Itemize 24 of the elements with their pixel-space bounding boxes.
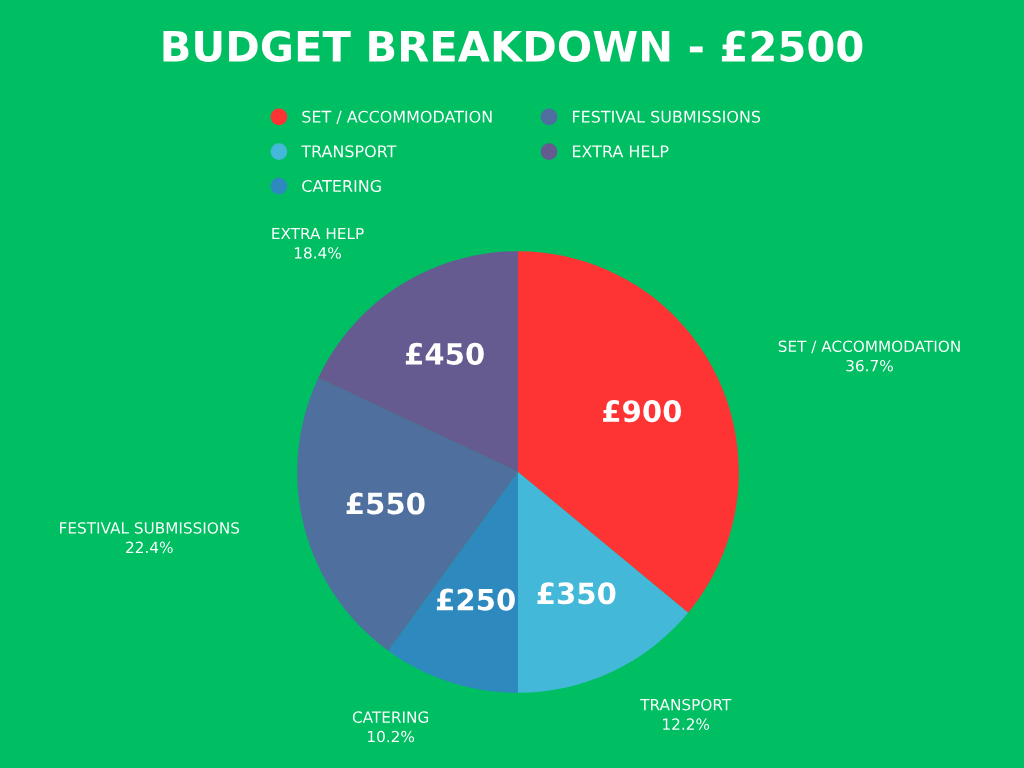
text: 10.2%: [368, 730, 415, 743]
pie-slice: [297, 377, 518, 651]
data-label: £350: [537, 582, 616, 605]
data-label: £900: [603, 400, 682, 423]
text: 12.2%: [663, 718, 710, 730]
legend-label: FESTIVAL SUBMISSIONS: [572, 110, 761, 123]
slice-label: EXTRA HELP: [272, 227, 364, 240]
legend-label: SET / ACCOMMODATION: [302, 110, 492, 124]
slice-label: SET / ACCOMMODATION: [778, 340, 960, 354]
legend-label: TRANSPORT: [301, 145, 397, 158]
text: 36.7%: [846, 359, 893, 372]
text: 22.4%: [126, 541, 173, 554]
legend-label: CATERING: [302, 179, 381, 192]
pie-slice: [518, 251, 739, 613]
text: 18.4%: [294, 247, 341, 259]
pie-slice: [518, 472, 689, 693]
data-label: £550: [346, 492, 425, 515]
slice-label: FESTIVAL SUBMISSIONS: [60, 522, 240, 534]
slice-label: CATERING: [352, 711, 429, 723]
legend-label: EXTRA HELP: [572, 145, 669, 158]
chart-title: BUDGET BREAKDOWN - £2500: [163, 30, 863, 63]
data-label: £250: [436, 588, 515, 611]
slice-label: TRANSPORT: [640, 698, 732, 711]
data-label: £450: [405, 342, 484, 365]
